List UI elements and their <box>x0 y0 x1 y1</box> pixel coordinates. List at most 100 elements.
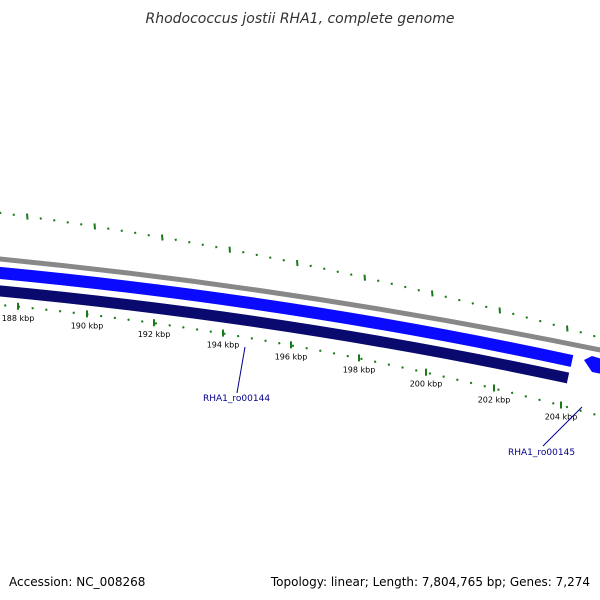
map-title: Rhodococcus jostii RHA1, complete genome <box>145 11 454 27</box>
scale-tick-label: 194 kbp <box>207 341 240 350</box>
minor-tick <box>250 337 254 340</box>
forward-gene-ro00144[interactable] <box>0 266 574 367</box>
minor-tick <box>458 298 461 302</box>
scale-tick-label: 202 kbp <box>478 396 511 405</box>
minor-tick <box>593 334 596 338</box>
minor-tick <box>497 388 500 391</box>
minor-tick <box>336 270 339 273</box>
scale-tick-label: 196 kbp <box>275 352 308 361</box>
minor-tick <box>45 308 48 311</box>
minor-tick <box>264 339 267 343</box>
minor-tick <box>12 213 15 217</box>
minor-tick <box>538 398 541 402</box>
minor-tick <box>469 381 473 385</box>
minor-tick <box>552 402 555 405</box>
minor-tick <box>305 346 308 350</box>
minor-tick <box>53 219 56 222</box>
scale-tick-label: 190 kbp <box>71 321 104 330</box>
minor-tick <box>512 312 515 316</box>
minor-tick <box>215 245 218 249</box>
major-tick <box>93 223 96 230</box>
genome-backbone <box>0 256 600 353</box>
scale-tick-label: 192 kbp <box>138 330 171 339</box>
minor-tick <box>107 227 110 230</box>
minor-tick <box>72 311 75 315</box>
forward-gene-ro00145-arrow[interactable] <box>584 356 600 374</box>
minor-tick <box>483 384 486 388</box>
scale-tick-labels: 188 kbp 190 kbp 192 kbp 194 kbp 196 kbp 198 k… <box>2 314 578 422</box>
major-tick <box>26 213 29 220</box>
major-tick <box>566 325 569 332</box>
minor-tick <box>141 320 144 323</box>
summary-text: Topology: linear; Length: 7,804,765 bp; … <box>270 575 590 589</box>
minor-tick <box>0 211 2 215</box>
minor-tick <box>390 282 393 286</box>
minor-tick <box>120 229 123 232</box>
minor-tick <box>147 233 150 237</box>
gene-leader-line <box>236 346 246 394</box>
minor-tick <box>415 369 418 372</box>
minor-tick <box>377 279 380 282</box>
gene-label-ro00144[interactable]: RHA1_ro00144 <box>203 394 270 404</box>
scale-tick-label: 198 kbp <box>343 365 376 374</box>
scale-tick-label: 204 kbp <box>545 413 578 422</box>
minor-tick <box>278 341 281 345</box>
minor-tick <box>442 375 445 378</box>
minor-tick <box>291 344 295 347</box>
minor-tick <box>58 309 62 313</box>
minor-tick <box>456 378 459 382</box>
minor-tick <box>4 304 7 307</box>
minor-tick <box>223 332 226 336</box>
upper-tick-track <box>0 211 596 338</box>
minor-tick <box>387 363 391 366</box>
minor-tick <box>360 357 363 361</box>
gene-label-ro00145[interactable]: RHA1_ro00145 <box>508 448 575 458</box>
major-tick <box>228 246 231 253</box>
minor-tick <box>485 305 488 309</box>
minor-tick <box>593 413 596 416</box>
minor-tick <box>168 324 171 327</box>
minor-tick <box>428 372 432 375</box>
minor-tick <box>201 243 204 246</box>
minor-tick <box>31 306 34 310</box>
minor-tick <box>154 322 158 325</box>
minor-tick <box>236 334 240 338</box>
gene-leader-line <box>542 406 583 447</box>
minor-tick <box>539 319 542 323</box>
minor-tick <box>565 405 569 409</box>
minor-tick <box>346 354 349 358</box>
minor-tick <box>404 285 407 289</box>
minor-tick <box>350 273 353 276</box>
minor-tick <box>323 267 326 271</box>
minor-tick <box>113 316 117 320</box>
reverse-gene-ro00144[interactable] <box>0 285 570 384</box>
minor-tick <box>188 240 191 244</box>
minor-tick <box>80 223 83 226</box>
minor-tick <box>579 409 582 412</box>
minor-tick <box>444 295 447 298</box>
minor-tick <box>195 328 199 331</box>
minor-tick <box>255 253 258 257</box>
minor-tick <box>525 316 528 319</box>
minor-tick <box>39 217 42 220</box>
minor-tick <box>174 238 177 242</box>
scale-tick-label: 200 kbp <box>410 380 443 389</box>
minor-tick <box>471 302 474 305</box>
scale-tick-label: 188 kbp <box>2 314 35 323</box>
minor-tick <box>552 323 555 327</box>
minor-tick <box>209 330 212 333</box>
minor-tick <box>579 331 582 334</box>
lower-tick-track <box>4 302 596 416</box>
minor-tick <box>134 231 137 235</box>
accession-text: Accession: NC_008268 <box>9 575 145 589</box>
minor-tick <box>401 366 404 369</box>
major-tick <box>161 234 164 241</box>
major-tick <box>498 307 501 314</box>
minor-tick <box>332 352 336 355</box>
minor-tick <box>66 221 69 224</box>
minor-tick <box>99 314 103 318</box>
major-tick <box>431 290 434 297</box>
minor-tick <box>510 391 514 395</box>
minor-tick <box>319 349 322 353</box>
